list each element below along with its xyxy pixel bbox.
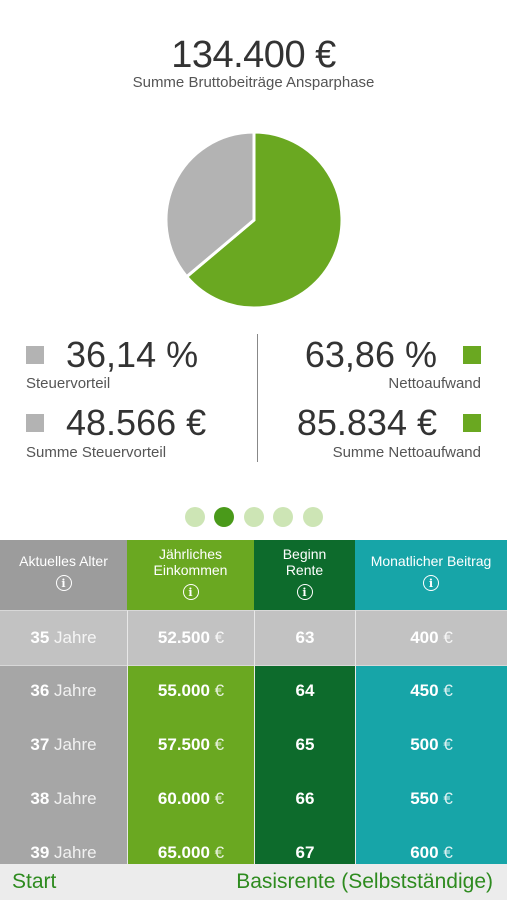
- cell-value: 39: [30, 843, 50, 862]
- cell-value: 67: [295, 843, 315, 862]
- cell-value: 450: [410, 681, 439, 700]
- cell-unit: €: [438, 789, 453, 808]
- cell-unit: Jahre: [49, 735, 97, 754]
- column-einkommen: Jährliches Einkommen i 52.500 €55.000 €57.5…: [127, 540, 254, 864]
- cell-value: 66: [295, 789, 315, 808]
- cell-value: 35: [30, 628, 50, 647]
- steuervorteil-label: Steuervorteil: [26, 375, 111, 392]
- cell-unit: €: [438, 843, 453, 862]
- column-header-alter: Aktuelles Alter i: [0, 540, 127, 610]
- cell-unit: €: [209, 789, 225, 808]
- cell-rente[interactable]: 66: [254, 772, 355, 826]
- cell-value: 38: [30, 789, 50, 808]
- nettoaufwand-sum-label: Summe Nettoaufwand: [332, 444, 481, 461]
- cell-einkommen[interactable]: 65.000 €: [127, 826, 254, 864]
- total-contributions-caption: Summe Bruttobeiträge Ansparphase: [132, 74, 375, 91]
- total-contributions-value: 134.400 €: [171, 34, 336, 76]
- cell-alter[interactable]: 35 Jahre: [0, 610, 127, 666]
- cell-rente[interactable]: 65: [254, 718, 355, 772]
- info-icon[interactable]: i: [296, 584, 313, 600]
- cell-unit: Jahre: [49, 681, 97, 700]
- steuervorteil-sum-legend-swatch: [26, 414, 44, 432]
- cell-value: 400: [410, 628, 439, 647]
- page-dot-4[interactable]: [273, 507, 293, 527]
- cell-beitrag[interactable]: 450 €: [355, 664, 507, 718]
- column-header-label: Beginn Rente: [282, 546, 327, 578]
- cell-value: 64: [295, 681, 315, 700]
- page-dot-2[interactable]: [214, 507, 234, 527]
- steuervorteil-legend-swatch: [26, 346, 44, 364]
- info-icon[interactable]: i: [182, 584, 199, 600]
- cell-unit: Jahre: [49, 789, 97, 808]
- cell-unit: Jahre: [49, 843, 97, 862]
- column-rente: Beginn Rente i 63 64 65 66 67: [254, 540, 355, 864]
- cell-value: 65.000: [157, 843, 210, 862]
- contribution-pie-chart: [164, 130, 344, 310]
- cell-value: 36: [30, 681, 50, 700]
- cell-rente[interactable]: 67: [254, 826, 355, 864]
- cell-value: 63: [295, 628, 315, 647]
- stats-divider: [257, 334, 258, 462]
- cell-unit: €: [438, 681, 453, 700]
- steuervorteil-sum: 48.566 €: [66, 402, 207, 443]
- steuervorteil-sum-label: Summe Steuervorteil: [26, 444, 167, 461]
- nettoaufwand-legend-swatch: [463, 346, 481, 364]
- cell-rente[interactable]: 63: [254, 610, 355, 666]
- plan-title[interactable]: Basisrente (Selbstständige): [236, 870, 493, 893]
- column-header-label: Monatlicher Beitrag: [370, 553, 492, 569]
- cell-value: 55.000: [157, 681, 210, 700]
- cell-value: 37: [30, 735, 50, 754]
- pie-slice-steuervorteil: [164, 130, 256, 279]
- page-dot-5[interactable]: [302, 507, 323, 527]
- page-dot-3[interactable]: [243, 507, 264, 527]
- cell-alter[interactable]: 36 Jahre: [0, 664, 127, 718]
- cell-beitrag[interactable]: 500 €: [355, 718, 507, 772]
- scenario-table: Aktuelles Alter i 35 Jahre 36 Jahre 37 Jahre…: [0, 540, 507, 864]
- cell-einkommen[interactable]: 55.000 €: [127, 664, 254, 718]
- column-header-einkommen: Jährliches Einkommen i: [127, 540, 254, 610]
- nettoaufwand-percent: 63,86 %: [304, 334, 437, 375]
- cell-value: 52.500: [157, 628, 210, 647]
- cell-unit: €: [209, 628, 225, 647]
- bottom-bar: Start Basisrente (Selbstständige): [0, 864, 507, 900]
- info-icon[interactable]: i: [423, 575, 439, 591]
- cell-unit: €: [209, 735, 225, 754]
- cell-value: 65: [295, 735, 315, 754]
- column-header-label: Aktuelles Alter: [19, 553, 108, 569]
- cell-einkommen[interactable]: 60.000 €: [127, 772, 254, 826]
- nettoaufwand-sum: 85.834 €: [296, 402, 437, 443]
- page-dot-1[interactable]: [184, 507, 205, 527]
- column-beitrag: Monatlicher Beitrag i 400 €450 €500 €550 €…: [355, 540, 507, 864]
- column-header-beitrag: Monatlicher Beitrag i: [355, 540, 507, 610]
- steuervorteil-percent: 36,14 %: [66, 334, 199, 375]
- cell-beitrag[interactable]: 400 €: [355, 610, 507, 666]
- cell-rente[interactable]: 64: [254, 664, 355, 718]
- cell-value: 600: [410, 843, 439, 862]
- column-header-label: Jährliches Einkommen: [153, 546, 228, 578]
- cell-value: 60.000: [157, 789, 210, 808]
- cell-unit: €: [438, 628, 453, 647]
- cell-unit: €: [209, 681, 225, 700]
- column-alter: Aktuelles Alter i 35 Jahre 36 Jahre 37 Jahre…: [0, 540, 127, 864]
- cell-einkommen[interactable]: 52.500 €: [127, 610, 254, 666]
- cell-beitrag[interactable]: 600 €: [355, 826, 507, 864]
- cell-unit: €: [209, 843, 225, 862]
- cell-unit: Jahre: [49, 628, 97, 647]
- cell-alter[interactable]: 39 Jahre: [0, 826, 127, 864]
- cell-unit: €: [438, 735, 453, 754]
- nettoaufwand-sum-legend-swatch: [463, 414, 481, 432]
- cell-einkommen[interactable]: 57.500 €: [127, 718, 254, 772]
- pie-slice-nettoaufwand: [184, 130, 344, 310]
- start-button[interactable]: Start: [12, 870, 57, 893]
- nettoaufwand-label: Nettoaufwand: [388, 375, 481, 392]
- info-icon[interactable]: i: [55, 575, 72, 591]
- cell-value: 57.500: [157, 735, 210, 754]
- column-header-rente: Beginn Rente i: [254, 540, 355, 610]
- cell-alter[interactable]: 37 Jahre: [0, 718, 127, 772]
- page-indicator: [0, 507, 507, 527]
- cell-value: 550: [410, 789, 439, 808]
- cell-value: 500: [410, 735, 439, 754]
- cell-beitrag[interactable]: 550 €: [355, 772, 507, 826]
- cell-alter[interactable]: 38 Jahre: [0, 772, 127, 826]
